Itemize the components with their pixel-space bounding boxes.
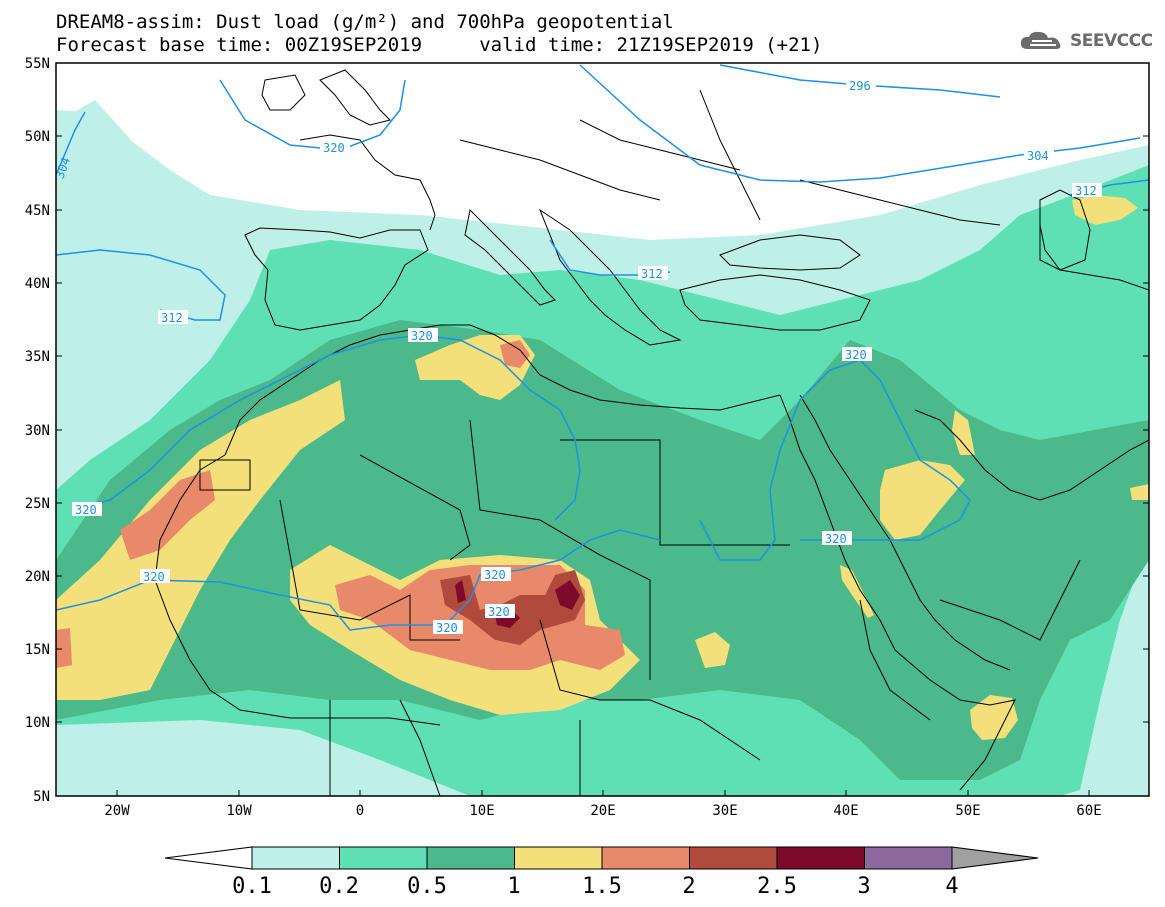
lon-label: 30E — [712, 803, 737, 819]
lat-label: 25N — [25, 496, 50, 512]
dust-level-1.5-tunisia — [500, 340, 530, 368]
colorbar: 0.1 0.2 0.5 1 1.5 2 2.5 3 4 — [164, 846, 1039, 899]
dust-level-2.5 — [555, 580, 580, 610]
contour-label: 320 — [143, 570, 165, 584]
colorbar-tick: 1 — [507, 874, 520, 899]
colorbar-right-arrow — [951, 846, 1039, 870]
map-title: DREAM8-assim: Dust load (g/m²) and 700hP… — [56, 11, 674, 33]
lon-label: 40E — [833, 803, 858, 819]
dust-level-1.5-west — [120, 470, 215, 560]
contour-label-group: 296 304 304 312 312 320 320 320 320 320 … — [56, 78, 1102, 635]
latitude-labels: 55N 50N 45N 40N 35N 30N 25N 20N 15N 10N … — [25, 56, 50, 805]
colorbar-tick: 2.5 — [757, 874, 797, 899]
colorbar-tick: 0.5 — [407, 874, 447, 899]
dust-level-0.1-north-patch — [60, 100, 230, 355]
colorbar-cells — [251, 846, 953, 870]
latitude-axis — [56, 62, 1149, 723]
contour-label: 312 — [641, 267, 663, 281]
dust-level-0.5 — [56, 320, 1149, 780]
contour-label: 320 — [436, 621, 458, 635]
colorbar-tick: 3 — [857, 874, 870, 899]
map-subtitle: Forecast base time: 00Z19SEP2019 valid t… — [56, 34, 823, 56]
lat-label: 50N — [25, 129, 50, 145]
contour-label: 320 — [323, 141, 345, 155]
contour-label: 320 — [825, 532, 847, 546]
lon-label: 10E — [469, 803, 494, 819]
colorbar-cell — [776, 846, 865, 870]
dust-level-1.5-westcoast — [56, 628, 72, 668]
dust-level-2.5-c — [455, 580, 466, 603]
contour-label: 312 — [1075, 184, 1097, 198]
lat-label: 55N — [25, 56, 50, 72]
dust-level-1-oman — [1130, 484, 1149, 500]
colorbar-cell — [251, 846, 340, 870]
lon-label: 0 — [356, 803, 364, 819]
lat-label: 45N — [25, 203, 50, 219]
dust-level-1-west — [56, 380, 345, 700]
colorbar-cell — [864, 846, 953, 870]
contour-label: 304 — [1027, 149, 1049, 163]
colorbar-cell — [514, 846, 603, 870]
colorbar-tick: 0.2 — [319, 874, 359, 899]
colorbar-tick: 0.1 — [232, 874, 272, 899]
lat-label: 5N — [33, 789, 50, 805]
lon-label: 20E — [590, 803, 615, 819]
lat-label: 30N — [25, 423, 50, 439]
colorbar-cell — [339, 846, 428, 870]
lon-label: 60E — [1076, 803, 1101, 819]
map-plot-area: 296 304 304 312 312 320 320 320 320 320 … — [56, 63, 1149, 796]
dust-level-1-caspian — [1072, 195, 1138, 225]
coastlines-and-borders — [154, 69, 1149, 796]
dust-level-1-red-sea — [840, 565, 874, 618]
colorbar-left-arrow — [164, 846, 253, 870]
contour-label: 320 — [484, 568, 506, 582]
longitude-axis — [116, 790, 1090, 796]
colorbar-tick: 2 — [682, 874, 695, 899]
lat-label: 10N — [25, 715, 50, 731]
longitude-labels: 20W 10W 0 10E 20E 30E 40E 50E 60E — [104, 803, 1101, 819]
colorbar-cell — [689, 846, 778, 870]
cloud-icon — [1020, 31, 1061, 49]
contour-label: 320 — [488, 605, 510, 619]
contour-label: 312 — [161, 311, 183, 325]
dust-level-1-chad-east — [695, 632, 730, 668]
dust-level-1-arabia — [880, 460, 965, 540]
contour-label: 320 — [845, 348, 867, 362]
lat-label: 35N — [25, 349, 50, 365]
colorbar-tick: 1.5 — [582, 874, 622, 899]
colorbar-cell — [426, 846, 515, 870]
contour-label: 320 — [411, 329, 433, 343]
lon-label: 20W — [104, 803, 130, 819]
dust-level-1-gulf — [952, 410, 975, 455]
lat-label: 15N — [25, 642, 50, 658]
colorbar-tick: 4 — [945, 874, 958, 899]
logo-text: SEEVCCC — [1070, 31, 1153, 51]
colorbar-cell — [601, 846, 690, 870]
dust-level-1-somalia — [970, 695, 1018, 740]
contour-label: 296 — [849, 79, 871, 93]
lat-label: 20N — [25, 569, 50, 585]
seevccc-logo: SEEVCCC — [1018, 26, 1158, 56]
lon-label: 10W — [226, 803, 252, 819]
contour-label: 320 — [75, 503, 97, 517]
lon-label: 50E — [955, 803, 980, 819]
lat-label: 40N — [25, 276, 50, 292]
colorbar-tick-labels: 0.1 0.2 0.5 1 1.5 2 2.5 3 4 — [232, 874, 959, 899]
